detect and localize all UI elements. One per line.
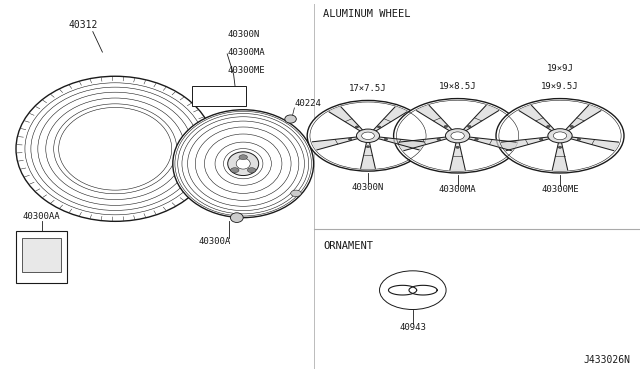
Text: 40300N: 40300N (352, 183, 384, 192)
Circle shape (348, 138, 352, 140)
Ellipse shape (16, 76, 214, 221)
Circle shape (496, 99, 624, 173)
Circle shape (307, 100, 429, 171)
Text: 19×8.5J: 19×8.5J (439, 82, 476, 91)
Text: 40300MA: 40300MA (439, 185, 476, 193)
Polygon shape (417, 105, 452, 131)
Ellipse shape (236, 158, 250, 169)
Circle shape (384, 138, 388, 140)
Circle shape (437, 138, 440, 140)
Circle shape (366, 146, 370, 148)
Circle shape (445, 129, 470, 143)
Polygon shape (552, 143, 568, 170)
Circle shape (355, 126, 358, 128)
Circle shape (558, 146, 562, 148)
Circle shape (451, 132, 464, 140)
Circle shape (444, 125, 448, 128)
Polygon shape (519, 105, 554, 131)
FancyBboxPatch shape (22, 238, 61, 272)
Polygon shape (571, 137, 618, 151)
Text: (40700M): (40700M) (201, 96, 237, 105)
Polygon shape (450, 143, 465, 170)
Polygon shape (468, 137, 516, 151)
Polygon shape (378, 137, 424, 150)
Circle shape (548, 129, 572, 143)
Ellipse shape (291, 190, 301, 196)
Text: 40224: 40224 (294, 99, 321, 108)
Text: 40300MA: 40300MA (227, 48, 265, 57)
Polygon shape (502, 137, 549, 151)
Text: ALUMINUM WHEEL: ALUMINUM WHEEL (323, 9, 411, 19)
Text: 40943: 40943 (399, 323, 426, 332)
Circle shape (378, 126, 381, 128)
Text: 17×7.5J: 17×7.5J (349, 84, 387, 93)
Circle shape (456, 146, 460, 148)
Polygon shape (566, 105, 601, 131)
Circle shape (547, 125, 550, 128)
Circle shape (239, 155, 248, 160)
Text: 40300ME: 40300ME (541, 185, 579, 193)
Circle shape (362, 132, 374, 140)
Circle shape (570, 125, 573, 128)
Polygon shape (312, 137, 358, 150)
Text: 40312: 40312 (68, 20, 98, 30)
FancyBboxPatch shape (16, 231, 67, 283)
Ellipse shape (285, 115, 296, 123)
Ellipse shape (59, 108, 172, 190)
Polygon shape (329, 107, 362, 131)
Circle shape (467, 125, 471, 128)
Polygon shape (361, 142, 375, 169)
Text: J433026N: J433026N (584, 355, 630, 365)
Ellipse shape (173, 110, 314, 218)
Text: 40300AA: 40300AA (23, 212, 60, 221)
Ellipse shape (230, 213, 243, 222)
Circle shape (380, 271, 446, 310)
Polygon shape (374, 107, 407, 131)
FancyBboxPatch shape (192, 86, 246, 106)
Text: 40300N: 40300N (227, 30, 259, 39)
Text: 19×9.5J: 19×9.5J (541, 82, 579, 91)
Ellipse shape (228, 152, 259, 176)
Circle shape (394, 99, 522, 173)
Circle shape (356, 129, 380, 142)
Circle shape (475, 138, 478, 140)
Text: 40300ME: 40300ME (227, 66, 265, 75)
Circle shape (577, 138, 580, 140)
Text: 40300A: 40300A (198, 237, 230, 246)
Circle shape (248, 168, 256, 173)
Circle shape (230, 168, 239, 173)
Polygon shape (399, 137, 447, 151)
Polygon shape (463, 105, 499, 131)
Circle shape (540, 138, 543, 140)
Text: 19×9J: 19×9J (547, 64, 573, 73)
Text: SEC.253: SEC.253 (203, 88, 236, 97)
Circle shape (554, 132, 566, 140)
Text: ORNAMENT: ORNAMENT (323, 241, 373, 251)
